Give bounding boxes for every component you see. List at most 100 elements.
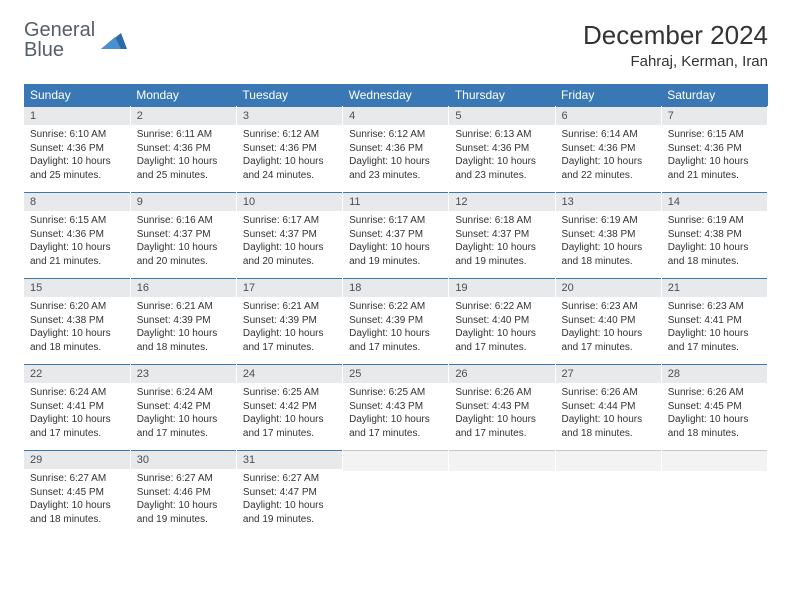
weekday-header: Friday [555,84,661,106]
day-details: Sunrise: 6:15 AMSunset: 4:36 PMDaylight:… [24,211,130,274]
calendar-cell: 30Sunrise: 6:27 AMSunset: 4:46 PMDayligh… [130,450,236,532]
day-details: Sunrise: 6:11 AMSunset: 4:36 PMDaylight:… [131,125,236,188]
calendar-cell: 20Sunrise: 6:23 AMSunset: 4:40 PMDayligh… [555,278,661,364]
daylight-line: Daylight: 10 hours and 20 minutes. [243,241,336,268]
daylight-line: Daylight: 10 hours and 23 minutes. [455,155,548,182]
day-details: Sunrise: 6:23 AMSunset: 4:41 PMDaylight:… [662,297,767,360]
sunrise-line: Sunrise: 6:15 AM [30,214,124,228]
calendar-cell: 5Sunrise: 6:13 AMSunset: 4:36 PMDaylight… [449,106,555,192]
calendar-cell: 3Sunrise: 6:12 AMSunset: 4:36 PMDaylight… [236,106,342,192]
sunrise-line: Sunrise: 6:25 AM [243,386,336,400]
sunset-line: Sunset: 4:38 PM [668,228,761,242]
calendar-cell: 21Sunrise: 6:23 AMSunset: 4:41 PMDayligh… [661,278,767,364]
daylight-line: Daylight: 10 hours and 17 minutes. [562,327,655,354]
day-number: 27 [556,364,661,383]
sunset-line: Sunset: 4:37 PM [349,228,442,242]
sunrise-line: Sunrise: 6:22 AM [349,300,442,314]
calendar-cell: 26Sunrise: 6:26 AMSunset: 4:43 PMDayligh… [449,364,555,450]
sunset-line: Sunset: 4:36 PM [137,142,230,156]
day-details: Sunrise: 6:19 AMSunset: 4:38 PMDaylight:… [662,211,767,274]
weekday-header-row: SundayMondayTuesdayWednesdayThursdayFrid… [24,84,768,106]
calendar-cell: 18Sunrise: 6:22 AMSunset: 4:39 PMDayligh… [343,278,449,364]
sunset-line: Sunset: 4:41 PM [668,314,761,328]
calendar-body: 1Sunrise: 6:10 AMSunset: 4:36 PMDaylight… [24,106,768,532]
sunrise-line: Sunrise: 6:21 AM [137,300,230,314]
day-details: Sunrise: 6:27 AMSunset: 4:45 PMDaylight:… [24,469,130,532]
calendar-week-row: 15Sunrise: 6:20 AMSunset: 4:38 PMDayligh… [24,278,768,364]
day-details: Sunrise: 6:25 AMSunset: 4:42 PMDaylight:… [237,383,342,446]
day-details: Sunrise: 6:27 AMSunset: 4:47 PMDaylight:… [237,469,342,532]
day-number: 28 [662,364,767,383]
sunset-line: Sunset: 4:47 PM [243,486,336,500]
day-details: Sunrise: 6:23 AMSunset: 4:40 PMDaylight:… [556,297,661,360]
sunset-line: Sunset: 4:37 PM [137,228,230,242]
sunrise-line: Sunrise: 6:23 AM [668,300,761,314]
daylight-line: Daylight: 10 hours and 19 minutes. [349,241,442,268]
calendar-cell: 23Sunrise: 6:24 AMSunset: 4:42 PMDayligh… [130,364,236,450]
sunset-line: Sunset: 4:42 PM [137,400,230,414]
calendar-cell: 9Sunrise: 6:16 AMSunset: 4:37 PMDaylight… [130,192,236,278]
calendar-cell-empty [449,450,555,532]
calendar-cell-empty [343,450,449,532]
sunrise-line: Sunrise: 6:27 AM [137,472,230,486]
sunset-line: Sunset: 4:44 PM [562,400,655,414]
calendar-cell-empty [661,450,767,532]
day-details: Sunrise: 6:22 AMSunset: 4:39 PMDaylight:… [343,297,448,360]
sunset-line: Sunset: 4:36 PM [455,142,548,156]
sunrise-line: Sunrise: 6:22 AM [455,300,548,314]
logo-text-line2: Blue [24,40,95,60]
day-number-empty [556,450,661,471]
title-block: December 2024 Fahraj, Kerman, Iran [583,20,768,70]
calendar-table: SundayMondayTuesdayWednesdayThursdayFrid… [24,84,768,532]
sunrise-line: Sunrise: 6:12 AM [243,128,336,142]
day-details: Sunrise: 6:27 AMSunset: 4:46 PMDaylight:… [131,469,236,532]
calendar-cell: 24Sunrise: 6:25 AMSunset: 4:42 PMDayligh… [236,364,342,450]
sunrise-line: Sunrise: 6:25 AM [349,386,442,400]
daylight-line: Daylight: 10 hours and 17 minutes. [455,327,548,354]
day-details: Sunrise: 6:21 AMSunset: 4:39 PMDaylight:… [237,297,342,360]
sunset-line: Sunset: 4:39 PM [349,314,442,328]
location-label: Fahraj, Kerman, Iran [583,53,768,70]
sunset-line: Sunset: 4:42 PM [243,400,336,414]
day-details: Sunrise: 6:12 AMSunset: 4:36 PMDaylight:… [343,125,448,188]
sunrise-line: Sunrise: 6:19 AM [668,214,761,228]
daylight-line: Daylight: 10 hours and 23 minutes. [349,155,442,182]
calendar-week-row: 22Sunrise: 6:24 AMSunset: 4:41 PMDayligh… [24,364,768,450]
day-number: 20 [556,278,661,297]
daylight-line: Daylight: 10 hours and 20 minutes. [137,241,230,268]
sunrise-line: Sunrise: 6:13 AM [455,128,548,142]
day-number-empty [449,450,554,471]
calendar-cell: 19Sunrise: 6:22 AMSunset: 4:40 PMDayligh… [449,278,555,364]
daylight-line: Daylight: 10 hours and 22 minutes. [562,155,655,182]
day-details: Sunrise: 6:19 AMSunset: 4:38 PMDaylight:… [556,211,661,274]
day-number: 11 [343,192,448,211]
weekday-header: Monday [130,84,236,106]
logo-text-line1: General [24,20,95,40]
daylight-line: Daylight: 10 hours and 19 minutes. [455,241,548,268]
sunrise-line: Sunrise: 6:26 AM [562,386,655,400]
sunrise-line: Sunrise: 6:10 AM [30,128,124,142]
sunset-line: Sunset: 4:36 PM [668,142,761,156]
day-number: 30 [131,450,236,469]
sunset-line: Sunset: 4:40 PM [562,314,655,328]
day-number: 31 [237,450,342,469]
calendar-cell: 14Sunrise: 6:19 AMSunset: 4:38 PMDayligh… [661,192,767,278]
sunset-line: Sunset: 4:45 PM [668,400,761,414]
day-details: Sunrise: 6:26 AMSunset: 4:43 PMDaylight:… [449,383,554,446]
day-details: Sunrise: 6:16 AMSunset: 4:37 PMDaylight:… [131,211,236,274]
day-number: 18 [343,278,448,297]
calendar-cell: 16Sunrise: 6:21 AMSunset: 4:39 PMDayligh… [130,278,236,364]
day-number: 6 [556,106,661,125]
sunrise-line: Sunrise: 6:16 AM [137,214,230,228]
daylight-line: Daylight: 10 hours and 18 minutes. [137,327,230,354]
daylight-line: Daylight: 10 hours and 17 minutes. [30,413,124,440]
daylight-line: Daylight: 10 hours and 18 minutes. [668,241,761,268]
logo-mark-icon [101,27,127,54]
daylight-line: Daylight: 10 hours and 18 minutes. [30,499,124,526]
header: General Blue December 2024 Fahraj, Kerma… [24,20,768,70]
day-details: Sunrise: 6:18 AMSunset: 4:37 PMDaylight:… [449,211,554,274]
sunset-line: Sunset: 4:38 PM [562,228,655,242]
sunrise-line: Sunrise: 6:19 AM [562,214,655,228]
day-number: 19 [449,278,554,297]
day-details: Sunrise: 6:14 AMSunset: 4:36 PMDaylight:… [556,125,661,188]
